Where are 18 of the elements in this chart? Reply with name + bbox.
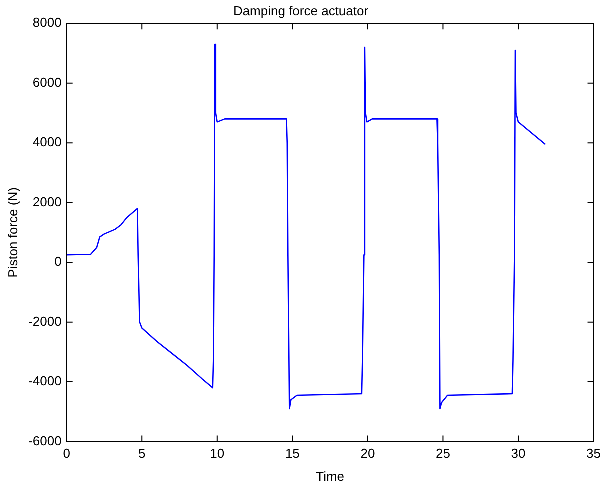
x-tick-label: 5: [138, 446, 146, 462]
x-tick-label: 10: [210, 446, 225, 462]
x-tick-label: 25: [436, 446, 450, 462]
y-tick-label: 6000: [32, 74, 62, 90]
x-tick-label: 15: [285, 446, 300, 462]
y-tick-label: 4000: [32, 134, 62, 150]
y-tick-label: -2000: [28, 314, 62, 329]
y-tick-label: -6000: [28, 433, 62, 448]
y-axis-title: Piston force (N): [5, 188, 20, 278]
y-tick-label: 0: [54, 254, 62, 270]
chart-title: Damping force actuator: [233, 3, 370, 18]
x-tick-label: 30: [511, 446, 526, 462]
y-tick-label: 2000: [32, 194, 62, 210]
y-tick-label: 8000: [32, 15, 62, 30]
x-tick-label: 35: [586, 446, 602, 462]
x-tick-label: 20: [360, 446, 376, 462]
x-axis-title: Time: [316, 468, 345, 484]
y-tick-label: -4000: [28, 374, 62, 389]
